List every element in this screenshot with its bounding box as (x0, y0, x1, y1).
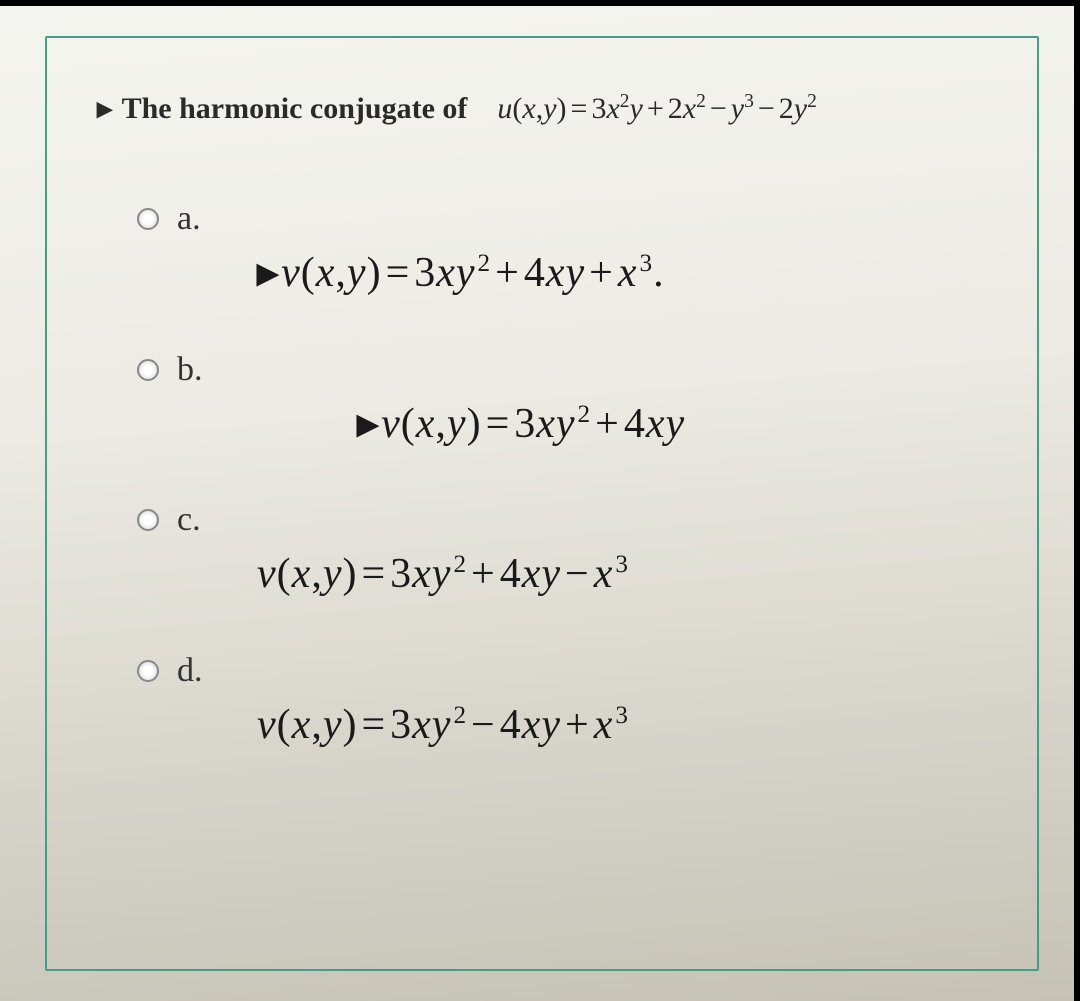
option-c-formula: v(x,y)=3xy2+4xy−x3 (177, 547, 997, 602)
option-c[interactable]: c. v(x,y)=3xy2+4xy−x3 (137, 501, 997, 602)
radio-d[interactable] (137, 660, 159, 682)
photo-frame: ▸ The harmonic conjugate of u(x,y)=3x2y+… (0, 0, 1080, 1001)
option-d-content: d. v(x,y)=3xy2−4xy+x3 (177, 652, 997, 753)
option-b[interactable]: b. ▸v(x,y)=3xy2+4xy (137, 351, 997, 452)
option-d-letter: d. (177, 652, 203, 690)
option-c-content: c. v(x,y)=3xy2+4xy−x3 (177, 501, 997, 602)
options-list: a. ▸v(x,y)=3xy2+4xy+x3. b. ▸v(x,y)=3xy2+… (97, 200, 997, 752)
prompt-marker: ▸ (97, 92, 112, 125)
radio-b[interactable] (137, 359, 159, 381)
option-b-content: b. ▸v(x,y)=3xy2+4xy (177, 351, 997, 452)
prompt-space (475, 92, 490, 125)
option-b-prefix: ▸ (357, 401, 379, 447)
option-a-content: a. ▸v(x,y)=3xy2+4xy+x3. (177, 200, 997, 301)
question-prompt: ▸ The harmonic conjugate of u(x,y)=3x2y+… (97, 88, 997, 130)
option-a-letter: a. (177, 200, 201, 238)
option-d-formula: v(x,y)=3xy2−4xy+x3 (177, 698, 997, 753)
option-b-formula: ▸v(x,y)=3xy2+4xy (177, 397, 997, 452)
radio-a[interactable] (137, 208, 159, 230)
option-b-letter: b. (177, 351, 203, 389)
option-a-formula: ▸v(x,y)=3xy2+4xy+x3. (177, 246, 997, 301)
question-container: ▸ The harmonic conjugate of u(x,y)=3x2y+… (45, 36, 1039, 971)
option-d[interactable]: d. v(x,y)=3xy2−4xy+x3 (137, 652, 997, 753)
page-surface: ▸ The harmonic conjugate of u(x,y)=3x2y+… (0, 6, 1074, 1001)
radio-c[interactable] (137, 509, 159, 531)
option-c-letter: c. (177, 501, 201, 539)
option-a-prefix: ▸ (257, 250, 279, 296)
option-a[interactable]: a. ▸v(x,y)=3xy2+4xy+x3. (137, 200, 997, 301)
prompt-formula: u(x,y)=3x2y+2x2−y3−2y2 (497, 92, 816, 125)
prompt-text: The harmonic conjugate of (122, 92, 468, 125)
